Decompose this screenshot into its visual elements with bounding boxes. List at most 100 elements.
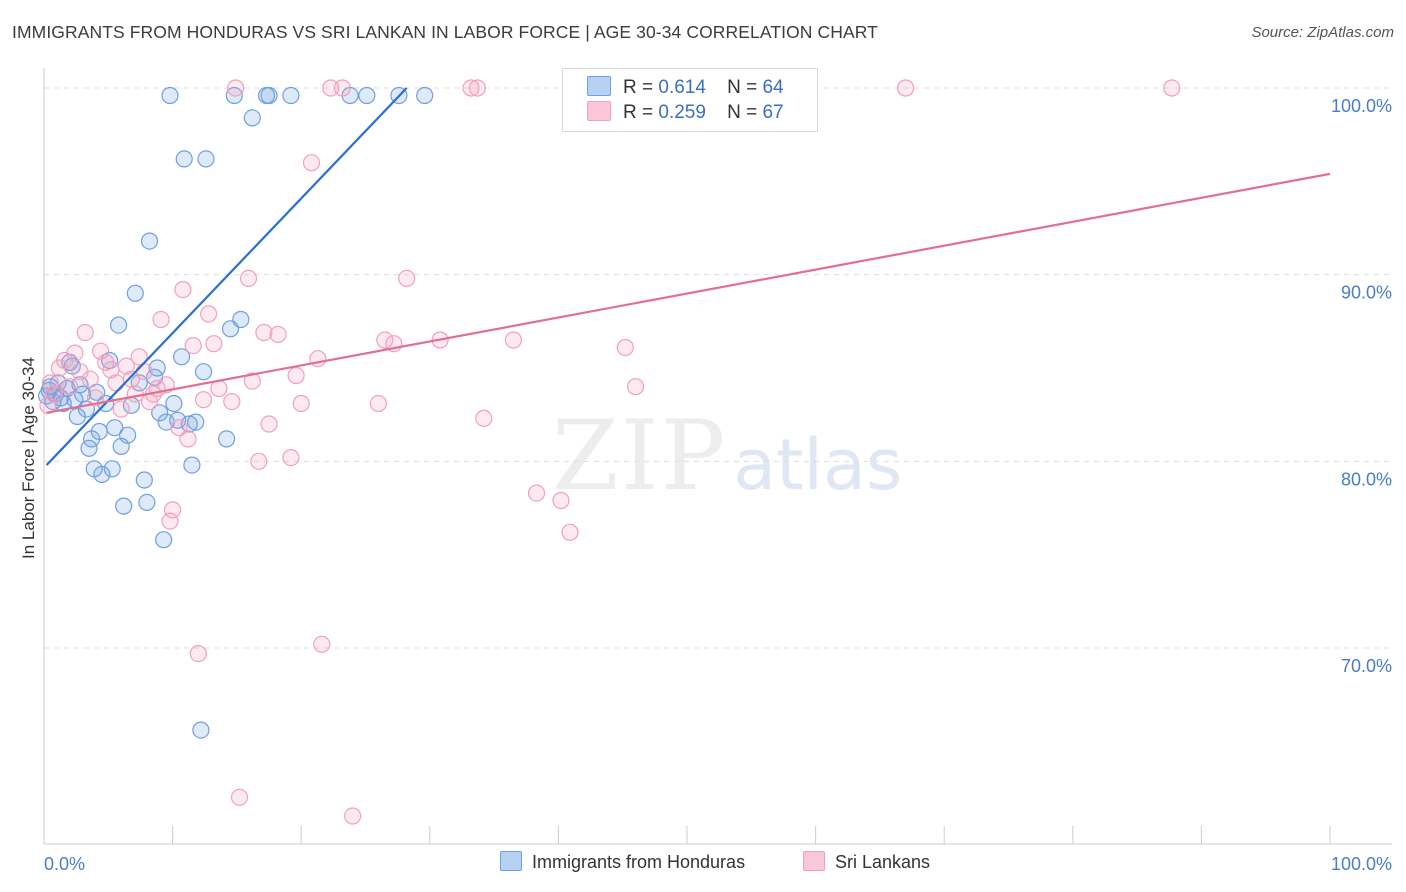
data-point <box>152 310 170 329</box>
data-point <box>239 269 258 287</box>
axes <box>43 68 1392 845</box>
data-point <box>66 344 84 362</box>
trend-line-honduras <box>45 87 408 466</box>
data-point <box>358 86 376 105</box>
data-point <box>504 331 523 349</box>
data-point <box>462 79 480 97</box>
bottom-legend-srilankan: Sri Lankans <box>803 851 930 873</box>
data-point <box>416 86 434 105</box>
y-tick-label: 70.0% <box>1341 656 1392 676</box>
data-point <box>173 348 191 366</box>
data-point <box>475 409 493 427</box>
trend-lines <box>45 87 1331 466</box>
data-point <box>269 325 287 343</box>
data-point <box>369 394 387 413</box>
data-point <box>117 357 135 375</box>
bottom-legend-swatch-srilankan <box>803 851 825 871</box>
data-point <box>197 150 215 168</box>
data-point <box>170 419 188 437</box>
data-point <box>41 374 60 392</box>
bottom-legend-swatch-honduras <box>500 851 522 871</box>
data-point <box>398 269 416 287</box>
watermark-zip: ZIP <box>552 400 728 512</box>
data-point <box>230 788 249 806</box>
data-point <box>210 379 228 398</box>
data-point <box>227 79 245 97</box>
data-point <box>552 491 570 510</box>
legend-r-value-srilankan: 0.259 <box>658 102 706 123</box>
legend-r-label: R = <box>623 102 654 123</box>
data-point <box>194 363 213 381</box>
data-point <box>194 391 213 409</box>
data-point <box>90 422 108 441</box>
data-point <box>344 807 362 825</box>
data-point <box>200 305 218 323</box>
data-point <box>148 359 166 377</box>
data-point <box>243 372 261 390</box>
y-tick-label: 90.0% <box>1341 283 1392 303</box>
data-point <box>135 471 153 489</box>
data-point <box>282 86 300 105</box>
data-point <box>151 404 169 422</box>
data-point <box>626 378 645 396</box>
chart-title: IMMIGRANTS FROM HONDURAS VS SRI LANKAN I… <box>12 22 878 42</box>
data-point <box>255 323 273 342</box>
data-point <box>175 150 193 168</box>
data-point <box>468 79 486 97</box>
data-point <box>183 456 201 474</box>
data-point <box>118 426 137 444</box>
y-axis-label: In Labor Force | Age 30-34 <box>19 357 38 559</box>
data-point <box>218 430 236 448</box>
data-point <box>282 449 300 467</box>
legend-n-label: N = <box>727 102 758 123</box>
data-point <box>81 370 99 388</box>
honduras-points <box>37 86 434 739</box>
bottom-legend-label-srilankan: Sri Lankans <box>835 852 931 872</box>
data-point <box>179 430 197 448</box>
legend-row-honduras: R = 0.614 N = 64 <box>587 76 784 102</box>
data-point <box>302 154 321 172</box>
data-point <box>287 366 305 385</box>
data-point <box>376 331 394 349</box>
data-point <box>180 415 198 433</box>
data-point <box>140 232 159 250</box>
legend-r-label: R = <box>623 77 654 98</box>
data-point <box>260 86 278 105</box>
data-point <box>161 86 179 105</box>
data-point <box>135 363 153 381</box>
data-point <box>109 316 128 334</box>
legend-swatch-honduras <box>587 76 611 96</box>
legend-n-value-honduras: 64 <box>762 77 784 98</box>
data-point <box>45 385 63 403</box>
legend-swatch-srilankan <box>587 101 611 121</box>
data-point <box>103 460 121 478</box>
data-point <box>165 394 183 413</box>
legend-r-value-honduras: 0.614 <box>658 77 706 98</box>
data-point <box>223 393 241 411</box>
data-point <box>138 493 156 511</box>
data-point <box>184 337 202 355</box>
data-point <box>527 484 546 502</box>
data-point <box>243 109 261 127</box>
trend-line-srilankan <box>46 172 1331 414</box>
data-point <box>187 413 205 431</box>
data-point <box>126 284 144 302</box>
srilankan-points <box>39 79 1181 825</box>
data-point <box>205 335 223 353</box>
data-point <box>107 374 125 392</box>
bottom-legend-honduras: Immigrants from Honduras <box>500 851 745 873</box>
data-point <box>189 644 207 663</box>
data-point <box>561 523 579 541</box>
data-point <box>1163 79 1181 97</box>
data-point <box>91 342 110 360</box>
bottom-legend-label-honduras: Immigrants from Honduras <box>532 852 746 872</box>
correlation-legend: R = 0.614 N = 64 R = 0.259 N = 67 <box>562 68 818 132</box>
legend-n-value-srilankan: 67 <box>762 102 784 123</box>
data-point <box>93 465 111 483</box>
data-point <box>164 501 182 519</box>
data-point <box>155 531 173 549</box>
data-point <box>174 281 192 299</box>
data-point <box>112 400 130 418</box>
watermark-atlas: atlas <box>733 424 903 506</box>
